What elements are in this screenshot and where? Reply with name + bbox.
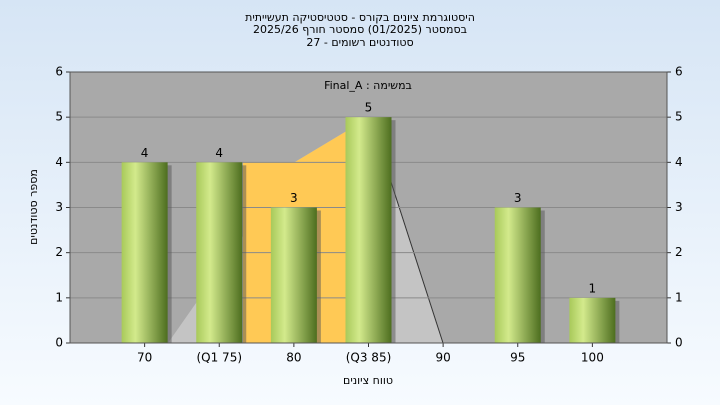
x-tick-label: 70 [137,351,152,365]
y-tick-label: 3 [55,200,63,214]
y-tick-label: 5 [55,110,63,124]
bar [345,117,392,344]
y-tick-label: 0 [55,336,63,350]
value-label: 4 [215,146,223,160]
y2-tick-label: 5 [675,110,683,124]
x-tick-label: (Q3 85) [346,351,392,365]
annotation: Final_A : במשימה [324,79,412,92]
y2-tick-label: 3 [675,200,683,214]
y-axis-label: מספר סטודנטים [27,169,40,245]
value-label: 5 [365,101,373,115]
y-tick-label: 6 [55,65,63,79]
x-tick-label: 90 [435,351,450,365]
bar [196,162,243,343]
y-tick-label: 4 [55,155,63,169]
y2-tick-label: 4 [675,155,683,169]
y-tick-label: 2 [55,245,63,259]
x-tick-label: 100 [581,351,604,365]
value-label: 3 [514,191,522,205]
x-tick-label: 95 [510,351,525,365]
x-tick-label: 80 [286,351,301,365]
chart-title: היסטוגרמת ציונים בקורס - סטטיסטיקה תעשיי… [245,11,475,24]
value-label: 4 [141,146,149,160]
value-label: 3 [290,191,298,205]
y-tick-label: 1 [55,290,63,304]
y2-tick-label: 1 [675,290,683,304]
bar [121,162,168,343]
bar [569,297,616,343]
bar [494,207,541,343]
y2-tick-label: 6 [675,65,683,79]
x-axis-label: טווח ציונים [343,374,393,387]
chart-subtitle: בסמסטר (01/2025) סמסטר חורף 2025/26 [253,23,467,36]
plot-frame [69,71,668,344]
y2-tick-label: 2 [675,245,683,259]
x-tick-label: (Q1 75) [196,351,242,365]
bar [270,207,317,343]
chart-subtitle: סטודנטים רשומים - 27 [306,36,413,49]
y2-tick-label: 0 [675,336,683,350]
value-label: 1 [589,281,597,295]
